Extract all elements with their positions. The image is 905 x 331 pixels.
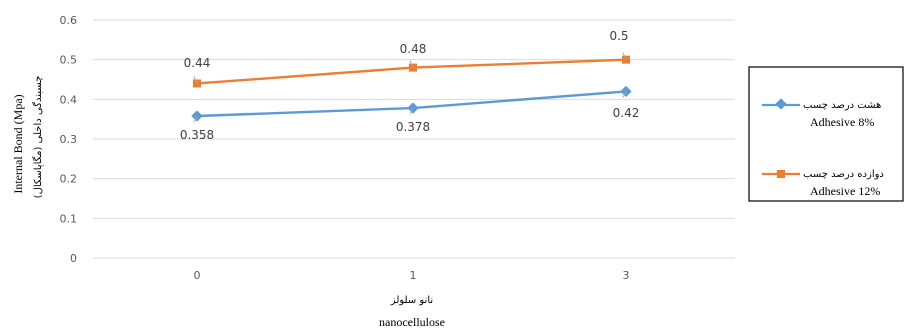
series-1-leader-0: [193, 76, 198, 84]
x-tick-label-2: 3: [623, 269, 630, 282]
y-axis-title: Internal Bond (Mpa) چسبندگی داخلی (مگاپا…: [11, 76, 44, 199]
x-axis-title: نانو سلولز nanocellulose: [379, 295, 445, 329]
x-axis-label-fa: نانو سلولز: [390, 295, 433, 306]
series-0-leader-0: [193, 115, 198, 123]
y-tick-label-6: 0.6: [60, 14, 78, 27]
gridlines: [93, 19, 735, 259]
y-tick-label-0: 0: [70, 252, 77, 265]
y-tick-label-4: 0.4: [60, 93, 78, 106]
series-1-data-label-0: 0.44: [184, 56, 211, 70]
legend-marker-adhesive-12: [777, 170, 785, 178]
series-1-data-label-2: 0.5: [609, 29, 628, 43]
series-1-leader-2: [622, 52, 627, 60]
series-0-leader-2: [622, 91, 627, 98]
legend-label-adhesive-12-en: Adhesive 12%: [810, 184, 880, 198]
series-line-0: [196, 90, 627, 118]
legend-box: [748, 66, 904, 202]
y-axis-ticks: 0 0.1 0.2 0.3 0.4 0.5 0.6: [60, 14, 78, 265]
legend-label-adhesive-8-fa: هشت درصد چسب: [803, 100, 881, 111]
series-0-data-label-1: 0.378: [396, 120, 430, 134]
y-tick-label-3: 0.3: [60, 133, 78, 146]
x-tick-label-1: 1: [410, 269, 417, 282]
x-axis-label-en: nanocellulose: [379, 315, 445, 329]
legend: هشت درصد چسب Adhesive 8% دوازده درصد چسب…: [748, 66, 904, 202]
legend-label-adhesive-8-en: Adhesive 8%: [810, 115, 874, 129]
x-axis-ticks: 0 1 3: [194, 269, 630, 282]
series-0-leader-1: [409, 107, 414, 115]
legend-label-adhesive-12-fa: دوازده درصد چسب: [803, 169, 884, 180]
y-tick-label-5: 0.5: [60, 54, 78, 67]
y-axis-label-en: Internal Bond (Mpa): [11, 94, 25, 193]
series-1-leader-1: [409, 60, 414, 68]
y-tick-label-2: 0.2: [60, 173, 78, 186]
y-axis-label-fa: چسبندگی داخلی (مگاپاسکال): [32, 76, 44, 199]
data-labels: 0.358 0.378 0.42 0.44 0.48 0.5: [180, 29, 640, 142]
y-tick-label-1: 0.1: [60, 212, 78, 225]
series-0-data-label-2: 0.42: [613, 106, 640, 120]
series-1-data-label-1: 0.48: [400, 42, 427, 56]
x-tick-label-0: 0: [194, 269, 201, 282]
series-0-data-label-0: 0.358: [180, 128, 214, 142]
